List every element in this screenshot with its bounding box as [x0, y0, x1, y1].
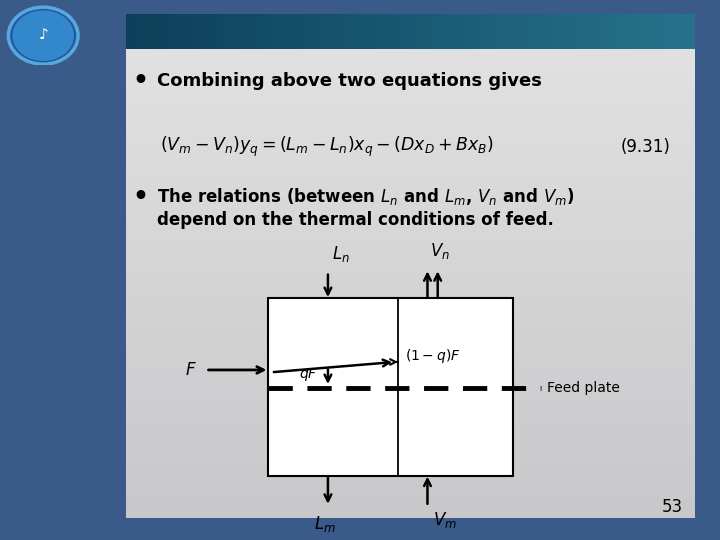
Text: $L_n$: $L_n$	[332, 244, 350, 264]
Text: $V_m$: $V_m$	[433, 510, 457, 530]
Text: $(1-q)F$: $(1-q)F$	[405, 347, 460, 365]
Text: depend on the thermal conditions of feed.: depend on the thermal conditions of feed…	[157, 211, 554, 229]
Text: The relations (between $\boldsymbol{L_n}$ and $\boldsymbol{L_m}$, $\boldsymbol{V: The relations (between $\boldsymbol{L_n}…	[157, 186, 575, 207]
Circle shape	[12, 10, 75, 62]
Text: $L_m$: $L_m$	[314, 514, 336, 534]
Text: ♪: ♪	[38, 28, 48, 43]
Text: $(V_m-V_n)y_q=(L_m-L_n)x_q-(Dx_D+Bx_B)$: $(V_m-V_n)y_q=(L_m-L_n)x_q-(Dx_D+Bx_B)$	[160, 135, 494, 159]
Bar	[268, 298, 513, 476]
Text: $qF$: $qF$	[300, 366, 318, 383]
Text: •: •	[132, 70, 148, 93]
Text: Combining above two equations gives: Combining above two equations gives	[157, 72, 542, 91]
Text: •: •	[132, 185, 148, 208]
Circle shape	[13, 11, 73, 60]
Text: $V_n$: $V_n$	[431, 241, 450, 261]
Text: 53: 53	[662, 498, 683, 516]
Text: (9.31): (9.31)	[621, 138, 671, 156]
Text: Feed plate: Feed plate	[547, 381, 620, 395]
Text: $F$: $F$	[185, 361, 197, 379]
